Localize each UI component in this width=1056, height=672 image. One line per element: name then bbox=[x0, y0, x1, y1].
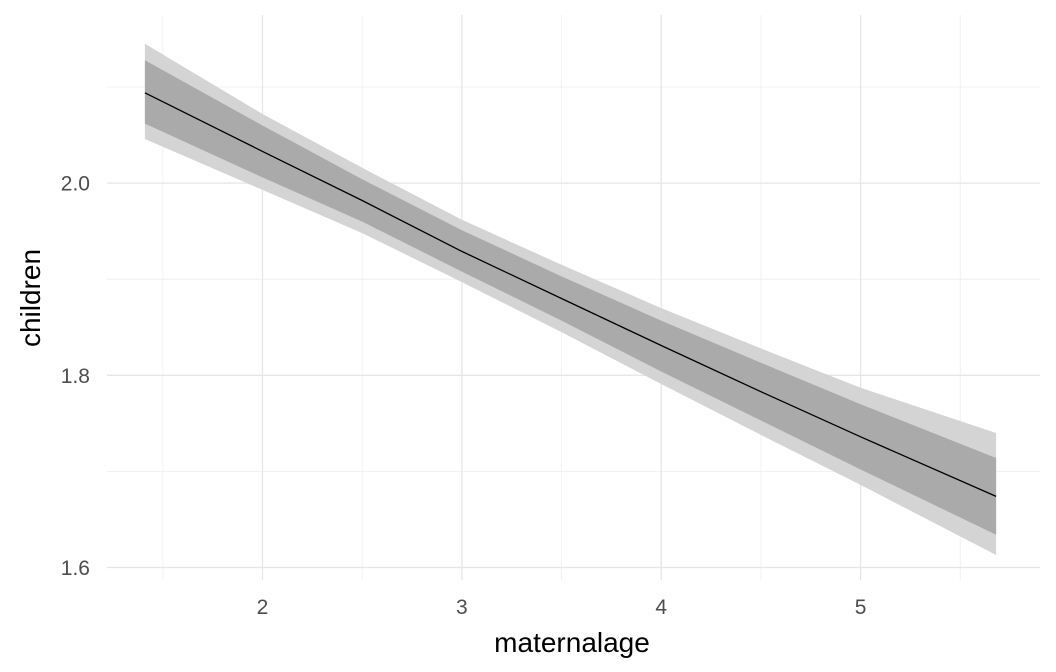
x-tick-label: 4 bbox=[655, 596, 667, 619]
y-tick-label: 1.6 bbox=[61, 557, 90, 580]
grid bbox=[107, 15, 1040, 580]
x-tick-label: 3 bbox=[456, 596, 468, 619]
x-tick-label: 2 bbox=[257, 596, 269, 619]
x-axis-title: maternalage bbox=[494, 627, 650, 658]
inner-confidence-band bbox=[144, 60, 997, 535]
x-tick-label: 5 bbox=[855, 596, 867, 619]
x-axis-ticks: 2 3 4 5 bbox=[257, 596, 867, 619]
y-tick-label: 2.0 bbox=[61, 173, 90, 196]
y-tick-label: 1.8 bbox=[61, 365, 90, 388]
y-axis-ticks: 1.6 1.8 2.0 bbox=[61, 173, 90, 580]
fit-line bbox=[144, 92, 997, 497]
y-axis-title: children bbox=[15, 249, 46, 347]
fit-lines bbox=[144, 92, 997, 497]
confidence-bands bbox=[144, 43, 997, 556]
